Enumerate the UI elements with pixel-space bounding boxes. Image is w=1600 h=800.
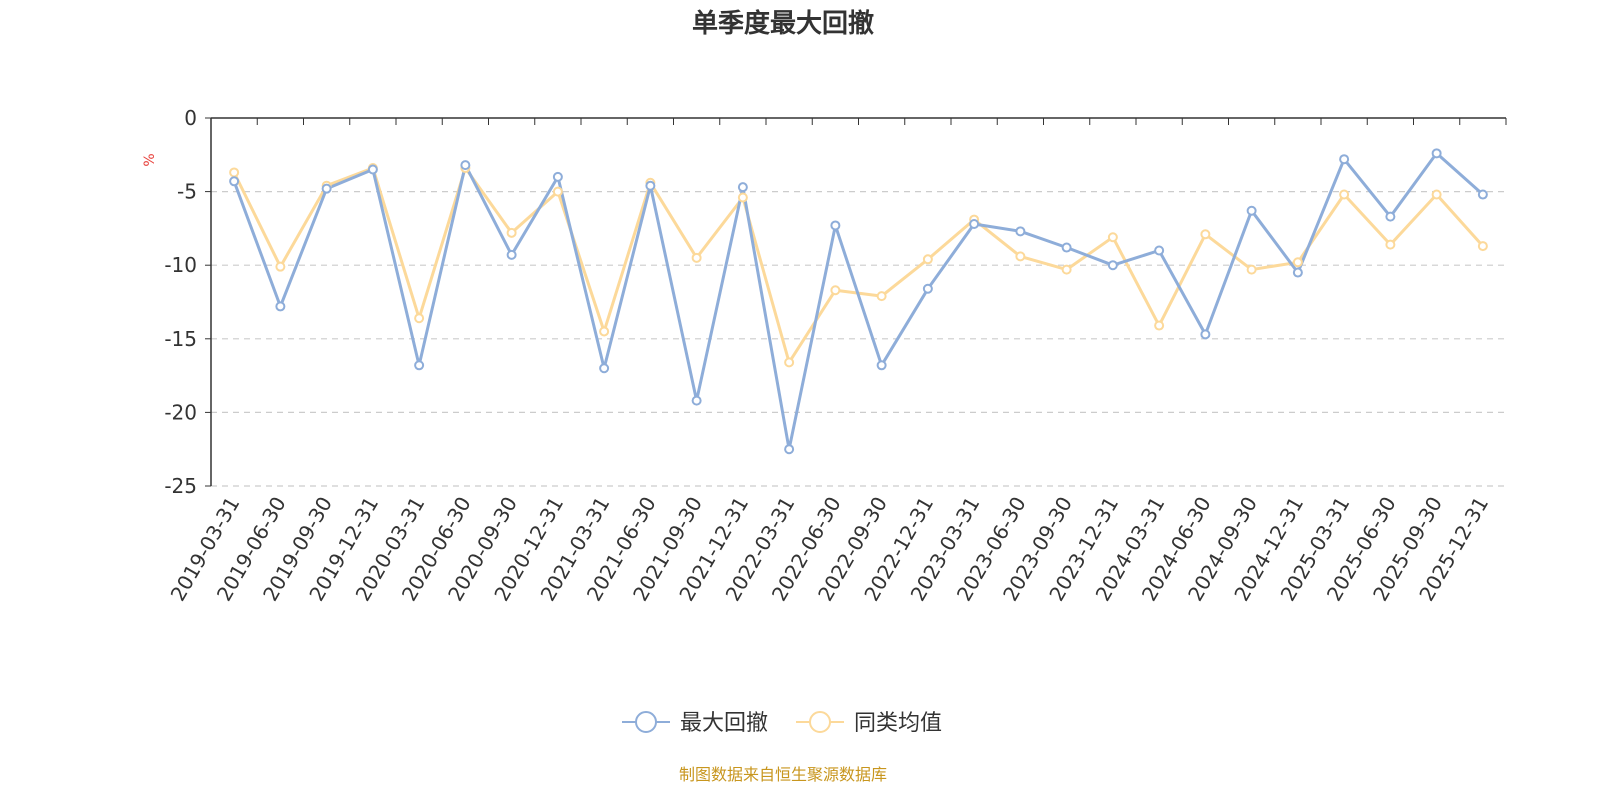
y-axis-unit: % (142, 153, 158, 166)
x-tick-labels: 2019-03-312019-06-302019-09-302019-12-31… (166, 493, 1494, 606)
data-point[interactable] (229, 176, 240, 187)
data-point[interactable] (1015, 226, 1026, 237)
series-lines (232, 151, 1485, 451)
legend-marker-icon (635, 711, 657, 733)
legend-item-max-drawdown[interactable]: 最大回撤 (622, 711, 768, 736)
data-point[interactable] (1061, 242, 1072, 253)
data-point[interactable] (1154, 320, 1165, 331)
data-point[interactable] (321, 183, 332, 194)
data-point[interactable] (830, 285, 841, 296)
data-point[interactable] (1385, 239, 1396, 250)
data-point[interactable] (460, 160, 471, 171)
data-point[interactable] (1246, 205, 1257, 216)
data-point[interactable] (1477, 241, 1488, 252)
data-point[interactable] (552, 186, 563, 197)
series-line-0 (232, 151, 1484, 451)
data-point[interactable] (1154, 245, 1165, 256)
legend-marker-icon (809, 711, 831, 733)
legend-item-peer-average[interactable]: 同类均值 (796, 711, 942, 736)
data-point[interactable] (1246, 264, 1257, 275)
data-point[interactable] (1061, 264, 1072, 275)
data-point[interactable] (645, 180, 656, 191)
data-point[interactable] (1200, 329, 1211, 340)
chart-title: 单季度最大回撤 (692, 8, 874, 39)
data-point[interactable] (876, 291, 887, 302)
data-point[interactable] (506, 249, 517, 260)
y-tick-label: -20 (164, 400, 197, 424)
data-point[interactable] (922, 283, 933, 294)
data-point[interactable] (1107, 260, 1118, 271)
data-point[interactable] (737, 192, 748, 203)
data-point[interactable] (1385, 211, 1396, 222)
data-point[interactable] (367, 164, 378, 175)
data-point[interactable] (1200, 229, 1211, 240)
y-tick-label: 0 (184, 106, 197, 130)
y-tick-label: -5 (177, 180, 197, 204)
data-point[interactable] (229, 167, 240, 178)
legend-label: 最大回撤 (680, 711, 768, 736)
data-point[interactable] (969, 218, 980, 229)
data-point[interactable] (784, 444, 795, 455)
data-point[interactable] (876, 360, 887, 371)
data-point[interactable] (1431, 189, 1442, 200)
data-point[interactable] (414, 313, 425, 324)
data-point[interactable] (552, 171, 563, 182)
data-point[interactable] (1292, 257, 1303, 268)
y-tick-labels: 0 -5 -10 -15 -20 -25 (164, 106, 197, 498)
data-point[interactable] (691, 252, 702, 263)
data-point[interactable] (414, 360, 425, 371)
y-tick-label: -10 (164, 253, 197, 277)
data-point[interactable] (1339, 154, 1350, 165)
data-point[interactable] (1431, 148, 1442, 159)
data-point[interactable] (275, 261, 286, 272)
data-point[interactable] (1339, 189, 1350, 200)
data-point[interactable] (922, 254, 933, 265)
axes (205, 117, 1507, 487)
data-point[interactable] (691, 395, 702, 406)
data-point[interactable] (830, 220, 841, 231)
data-point[interactable] (599, 363, 610, 374)
grid-lines (211, 191, 1506, 487)
data-point[interactable] (1477, 189, 1488, 200)
data-point[interactable] (1107, 232, 1118, 243)
data-point[interactable] (275, 301, 286, 312)
data-point[interactable] (737, 182, 748, 193)
y-tick-label: -25 (164, 474, 197, 498)
data-point[interactable] (1292, 267, 1303, 278)
data-source-note: 制图数据来自恒生聚源数据库 (679, 765, 887, 784)
data-point[interactable] (1015, 251, 1026, 262)
data-point[interactable] (506, 227, 517, 238)
y-tick-label: -15 (164, 327, 197, 351)
data-point[interactable] (784, 357, 795, 368)
series-points (229, 148, 1488, 455)
data-point[interactable] (599, 326, 610, 337)
legend[interactable]: 最大回撤 同类均值 (622, 711, 942, 736)
legend-label: 同类均值 (854, 711, 942, 736)
